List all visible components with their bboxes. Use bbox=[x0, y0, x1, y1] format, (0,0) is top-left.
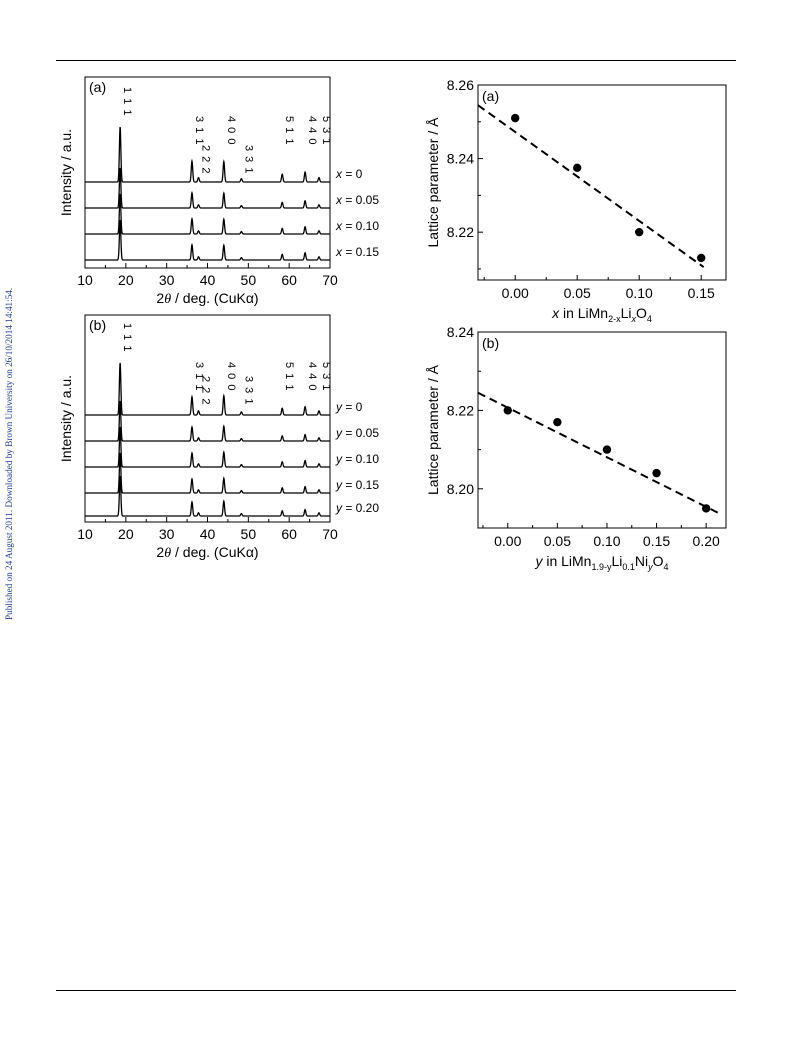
panel-label: (b) bbox=[482, 335, 499, 351]
xrd-panel-a: 10 20 30 40 50 60 70 2θ / deg. (CuKα) Intensity … bbox=[58, 76, 379, 307]
x-tick-label: 0.15 bbox=[688, 285, 715, 301]
x-tick-label: 40 bbox=[200, 526, 216, 542]
lattice-panel-a: 0.00 0.05 0.10 0.15 8.22 8.24 8.26 (a) Lattice p… bbox=[425, 77, 727, 324]
series-label: x = 0.15 bbox=[335, 245, 379, 259]
y-tick-label: 8.26 bbox=[447, 77, 474, 93]
x-tick-label: 0.20 bbox=[693, 533, 720, 549]
data-point bbox=[701, 504, 711, 513]
series-label: y = 0 bbox=[335, 400, 363, 414]
peak-label: 3 1 1 bbox=[193, 362, 205, 391]
y-tick-label: 8.22 bbox=[447, 402, 474, 418]
series-label: y = 0.05 bbox=[335, 426, 379, 440]
x-tick-label: 30 bbox=[159, 526, 175, 542]
panel-label: (a) bbox=[89, 79, 106, 95]
x-tick-label: 0.00 bbox=[494, 533, 521, 549]
x-tick-label: 70 bbox=[322, 526, 338, 542]
y-tick-label: 8.24 bbox=[447, 151, 474, 167]
y-axis-label: Intensity / a.u. bbox=[58, 129, 74, 216]
series-label: x = 0.05 bbox=[335, 193, 379, 207]
peak-label: 5 1 1 bbox=[283, 116, 295, 145]
xrd-trace bbox=[85, 167, 330, 209]
peak-label: 5 3 1 bbox=[320, 116, 332, 145]
peak-label: 1 1 1 bbox=[121, 323, 133, 352]
peak-label: 3 3 1 bbox=[242, 376, 254, 405]
fit-line bbox=[477, 104, 705, 268]
data-point bbox=[511, 113, 520, 123]
y-axis-label: Lattice parameter / Å bbox=[425, 364, 441, 495]
x-tick-label: 0.10 bbox=[593, 533, 620, 549]
data-point bbox=[503, 406, 512, 415]
y-tick-label: 8.22 bbox=[447, 224, 474, 240]
x-tick-label: 70 bbox=[322, 272, 338, 288]
x-tick-label: 50 bbox=[241, 526, 257, 542]
x-tick-label: 30 bbox=[159, 272, 175, 288]
x-axis-label: 2θ / deg. (CuKα) bbox=[156, 544, 258, 561]
x-tick-label: 20 bbox=[118, 272, 134, 288]
panel-label: (b) bbox=[89, 317, 106, 333]
x-tick-label: 60 bbox=[281, 526, 297, 542]
series-label: x = 0.10 bbox=[335, 219, 379, 233]
peak-label: 3 1 1 bbox=[193, 116, 205, 145]
y-tick-label: 8.24 bbox=[447, 324, 474, 340]
xrd-trace bbox=[85, 362, 330, 416]
peak-label: 5 3 1 bbox=[320, 362, 332, 391]
x-tick-label: 0.05 bbox=[564, 285, 591, 301]
x-axis-label: y in LiMn1.9-yLi0.1NiyO4 bbox=[534, 553, 668, 572]
peak-label: 2 2 2 bbox=[200, 376, 212, 405]
y-axis-label: Intensity / a.u. bbox=[58, 375, 74, 462]
x-axis-label: 2θ / deg. (CuKα) bbox=[156, 290, 258, 307]
series-label: x = 0 bbox=[335, 167, 363, 181]
data-point bbox=[602, 445, 612, 454]
series-label: y = 0.10 bbox=[335, 452, 379, 466]
xrd-panel-b: 10 20 30 40 50 60 70 2θ / deg. (CuKα) Intensity … bbox=[58, 314, 379, 561]
y-axis-label: Lattice parameter / Å bbox=[425, 117, 441, 248]
footer-rule bbox=[56, 990, 736, 991]
peak-label: 4 0 0 bbox=[225, 362, 237, 391]
x-tick-label: 10 bbox=[77, 272, 93, 288]
data-point bbox=[697, 253, 706, 263]
data-point bbox=[652, 468, 661, 478]
data-point bbox=[635, 227, 644, 237]
fit-line bbox=[477, 391, 722, 516]
series-label: y = 0.15 bbox=[335, 478, 379, 492]
data-point bbox=[553, 417, 562, 427]
xrd-trace bbox=[85, 219, 330, 261]
x-tick-label: 40 bbox=[200, 272, 216, 288]
xrd-trace bbox=[85, 126, 330, 183]
x-tick-label: 0.00 bbox=[502, 285, 529, 301]
peak-label: 4 4 0 bbox=[306, 362, 318, 391]
panel-label: (a) bbox=[482, 88, 499, 104]
header-rule bbox=[56, 60, 736, 61]
x-axis-label: x in LiMn2-xLixO4 bbox=[551, 305, 652, 324]
x-tick-label: 0.15 bbox=[643, 533, 670, 549]
peak-label: 2 2 2 bbox=[200, 145, 212, 174]
x-tick-label: 0.05 bbox=[544, 533, 571, 549]
plot-frame bbox=[477, 331, 727, 529]
lattice-panel-b: 0.00 0.05 0.10 0.15 0.20 8.20 8.22 8.24 (b) Latti… bbox=[425, 324, 727, 572]
x-tick-label: 10 bbox=[77, 526, 93, 542]
peak-label: 4 4 0 bbox=[306, 116, 318, 145]
xrd-trace bbox=[85, 475, 330, 517]
x-tick-label: 60 bbox=[281, 272, 297, 288]
peak-label: 4 0 0 bbox=[225, 116, 237, 145]
peak-label: 3 3 1 bbox=[242, 145, 254, 174]
x-tick-label: 50 bbox=[241, 272, 257, 288]
xrd-trace bbox=[85, 193, 330, 235]
xrd-trace bbox=[85, 426, 330, 468]
y-tick-label: 8.20 bbox=[447, 481, 474, 497]
peak-label: 5 1 1 bbox=[283, 362, 295, 391]
xrd-trace bbox=[85, 400, 330, 442]
xrd-trace bbox=[85, 452, 330, 494]
data-point bbox=[573, 163, 582, 172]
x-tick-label: 20 bbox=[118, 526, 134, 542]
x-tick-label: 0.10 bbox=[626, 285, 653, 301]
peak-label: 1 1 1 bbox=[121, 87, 133, 116]
plot-frame bbox=[477, 84, 727, 281]
series-label: y = 0.20 bbox=[335, 501, 379, 515]
